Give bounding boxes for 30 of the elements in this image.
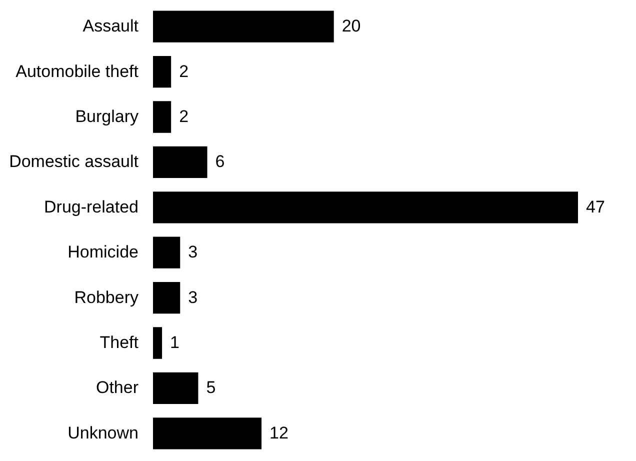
data-label: 2 [179, 62, 189, 81]
y-tick-label: Homicide [68, 242, 138, 262]
y-tick-label: Burglary [75, 107, 139, 126]
y-tick-label: Automobile theft [16, 62, 139, 81]
bar [153, 101, 172, 133]
bar [153, 327, 162, 359]
data-label: 20 [342, 16, 361, 36]
bar [153, 146, 208, 178]
y-tick-label: Unknown [68, 423, 138, 442]
y-tick-label: Robbery [74, 288, 139, 307]
y-tick-label: Drug-related [44, 197, 138, 216]
bar [153, 418, 262, 450]
data-label: 3 [188, 242, 198, 262]
bar [153, 236, 180, 268]
y-tick-label: Assault [82, 16, 139, 36]
y-tick-label: Other [96, 378, 139, 398]
data-label: 1 [170, 333, 180, 352]
data-label: 47 [586, 197, 605, 216]
bar [153, 372, 198, 404]
bar [153, 10, 334, 42]
data-label: 3 [188, 288, 198, 307]
bar [153, 282, 180, 314]
y-tick-label: Domestic assault [9, 152, 139, 172]
data-label: 5 [206, 378, 216, 398]
bar [153, 192, 578, 224]
data-label: 6 [215, 152, 225, 172]
data-label: 12 [270, 423, 288, 442]
bar [153, 56, 172, 88]
data-label: 2 [179, 107, 189, 126]
y-tick-label: Theft [100, 333, 139, 352]
